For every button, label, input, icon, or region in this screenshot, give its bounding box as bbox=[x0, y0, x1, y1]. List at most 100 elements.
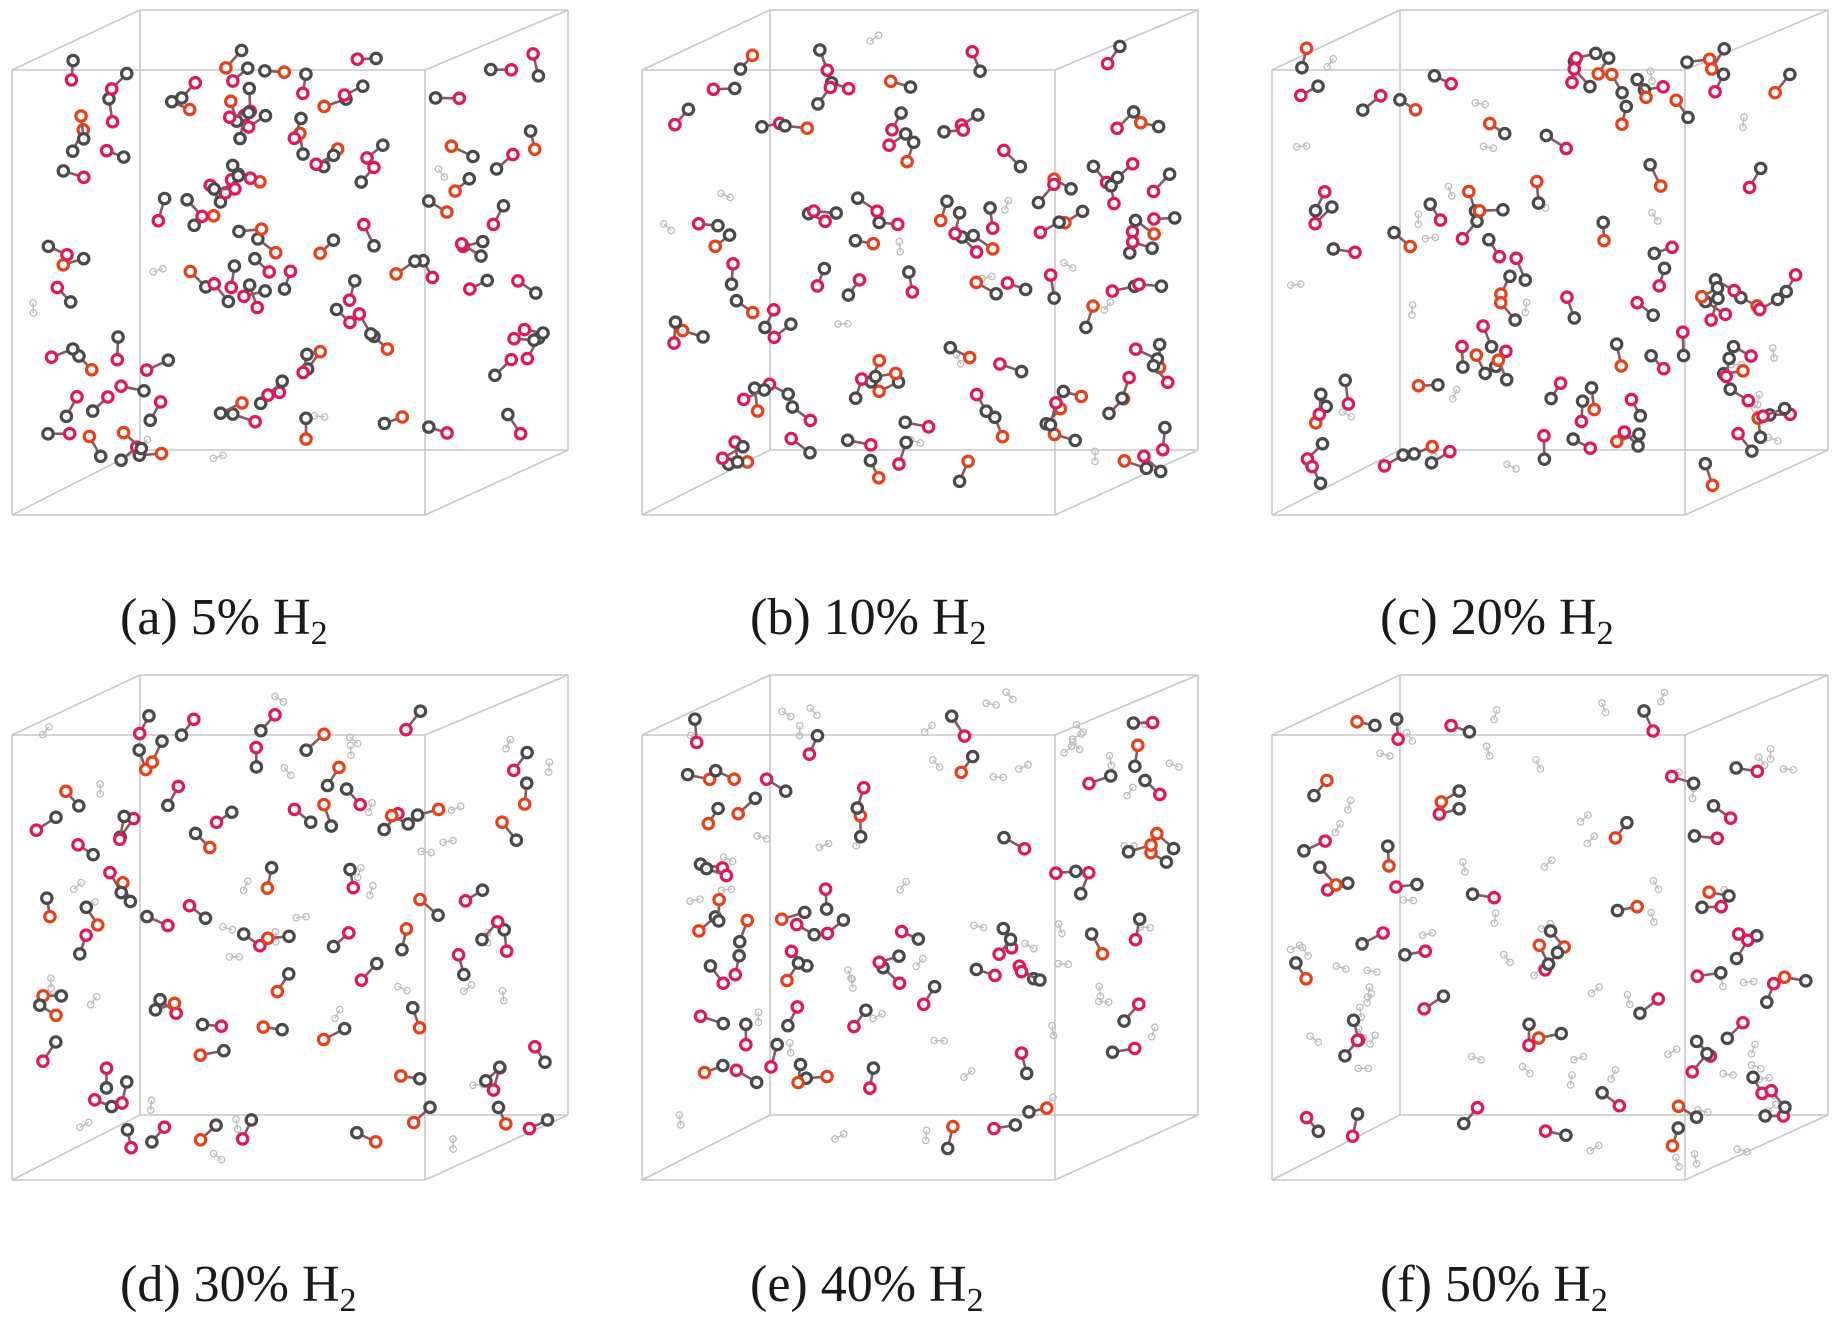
carbon-atom bbox=[240, 61, 255, 75]
co-molecule bbox=[1128, 342, 1165, 366]
co-molecule bbox=[1307, 773, 1334, 803]
co-molecule bbox=[87, 1093, 119, 1114]
co-molecule bbox=[299, 727, 331, 757]
carbon-atom bbox=[226, 407, 240, 421]
carbon-atom bbox=[1398, 948, 1412, 962]
oxygen-atom bbox=[498, 1117, 513, 1131]
oxygen-atom bbox=[60, 247, 74, 262]
caption-label: (a) bbox=[120, 589, 178, 646]
oxygen-atom bbox=[823, 80, 838, 95]
oxygen-atom bbox=[852, 273, 867, 287]
oxygen-atom bbox=[1146, 184, 1161, 199]
oxygen-atom bbox=[1665, 240, 1679, 255]
carbon-atom bbox=[1086, 159, 1101, 174]
oxygen-atom bbox=[750, 404, 765, 418]
carbon-atom bbox=[1717, 42, 1732, 56]
carbon-atom bbox=[1052, 215, 1066, 229]
h2-molecule bbox=[1165, 759, 1183, 771]
oxygen-atom bbox=[847, 1019, 861, 1034]
carbon-atom bbox=[1013, 159, 1028, 174]
carbon-atom bbox=[1700, 1046, 1714, 1061]
co-molecule bbox=[287, 802, 318, 829]
carbon-atom bbox=[1084, 927, 1099, 941]
carbon-atom bbox=[377, 416, 392, 431]
h2-molecule bbox=[717, 189, 734, 202]
carbon-atom bbox=[850, 191, 865, 205]
oxygen-atom bbox=[452, 91, 467, 106]
co-molecule bbox=[29, 810, 63, 838]
oxygen-atom bbox=[105, 114, 120, 129]
h2-molecule bbox=[1521, 298, 1531, 317]
co-molecule bbox=[507, 331, 541, 347]
carbon-atom bbox=[1713, 965, 1728, 980]
co-molecule bbox=[517, 322, 550, 340]
oxygen-atom bbox=[995, 429, 1010, 444]
co-molecule bbox=[1132, 277, 1169, 293]
co-molecule bbox=[848, 372, 869, 406]
carbon-atom bbox=[213, 406, 228, 420]
co-molecule bbox=[799, 1069, 834, 1086]
oxygen-atom bbox=[1373, 88, 1388, 103]
oxygen-atom bbox=[1669, 93, 1683, 108]
co-molecule bbox=[277, 264, 298, 296]
carbon-atom bbox=[457, 967, 471, 982]
h2-molecule bbox=[1664, 1045, 1681, 1059]
co-molecule bbox=[1147, 211, 1182, 226]
caption-species: H bbox=[929, 1256, 967, 1313]
carbon-atom bbox=[1346, 1013, 1361, 1028]
oxygen-atom bbox=[1532, 938, 1547, 953]
carbon-atom bbox=[940, 194, 954, 209]
co-molecule bbox=[1056, 384, 1089, 404]
co-molecule bbox=[711, 892, 726, 928]
oxygen-atom bbox=[708, 239, 722, 254]
oxygen-atom bbox=[110, 352, 125, 367]
carbon-atom bbox=[757, 383, 772, 397]
oxygen-atom bbox=[317, 99, 331, 114]
h2-molecule bbox=[1448, 385, 1461, 403]
co-molecule bbox=[1043, 268, 1061, 305]
carbon-atom bbox=[1779, 284, 1794, 299]
oxygen-atom bbox=[1443, 444, 1457, 459]
carbon-atom bbox=[1777, 401, 1792, 416]
co-molecule bbox=[313, 233, 341, 261]
co-molecule bbox=[1312, 387, 1328, 422]
co-molecule bbox=[997, 830, 1032, 856]
co-molecule bbox=[526, 47, 546, 83]
co-molecule bbox=[1690, 965, 1728, 983]
oxygen-atom bbox=[1043, 268, 1058, 282]
co-molecule bbox=[207, 277, 236, 309]
co-molecule bbox=[463, 273, 495, 296]
h2-molecule bbox=[806, 704, 821, 720]
carbon-atom bbox=[1110, 170, 1125, 185]
carbon-atom bbox=[221, 294, 236, 309]
co-molecule bbox=[1146, 167, 1177, 199]
caption-species: H bbox=[931, 589, 970, 646]
oxygen-atom bbox=[1690, 969, 1705, 983]
co-molecule bbox=[44, 342, 80, 364]
oxygen-atom bbox=[667, 336, 681, 350]
co-molecule bbox=[715, 439, 750, 466]
oxygen-atom bbox=[1591, 67, 1606, 81]
co-molecule bbox=[360, 138, 390, 165]
carbon-atom bbox=[236, 927, 251, 941]
carbon-atom bbox=[868, 369, 883, 384]
box-edges bbox=[11, 9, 569, 516]
carbon-atom bbox=[231, 169, 246, 183]
oxygen-atom bbox=[689, 735, 704, 750]
oxygen-atom bbox=[993, 357, 1007, 371]
oxygen-atom bbox=[1433, 213, 1448, 227]
oxygen-atom bbox=[287, 131, 302, 146]
panel-b: (b) 10% H2 bbox=[630, 0, 1210, 651]
carbon-atom bbox=[198, 911, 213, 925]
carbon-atom bbox=[49, 1035, 63, 1049]
co-molecule bbox=[848, 233, 881, 251]
carbon-atom bbox=[894, 106, 908, 120]
carbon-atom bbox=[491, 1100, 506, 1115]
carbon-atom bbox=[1716, 67, 1731, 82]
carbon-atom bbox=[1522, 1017, 1536, 1032]
carbon-atom bbox=[253, 396, 268, 411]
co-molecule bbox=[99, 1061, 114, 1095]
oxygen-atom bbox=[1476, 319, 1490, 333]
h2-molecule bbox=[786, 1038, 795, 1057]
